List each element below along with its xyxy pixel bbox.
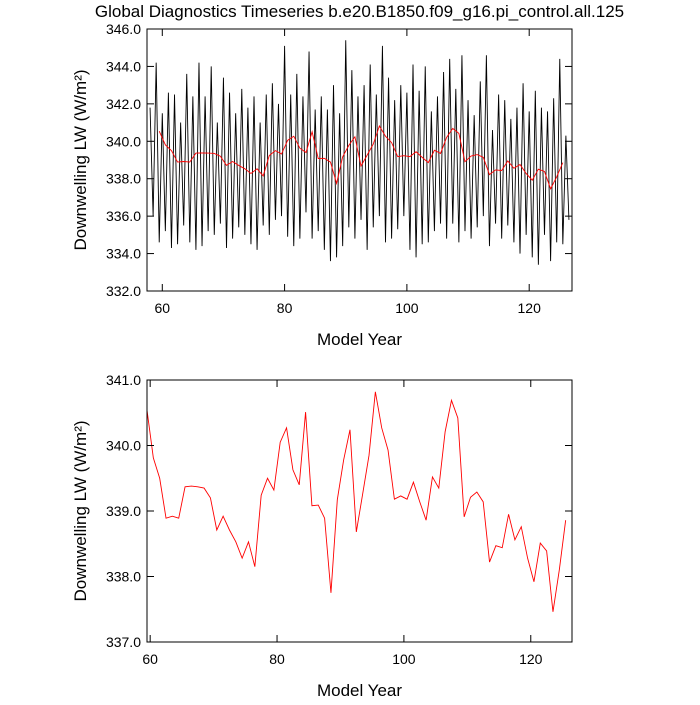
plot-frame xyxy=(146,28,573,292)
y-tick-label: 340.0 xyxy=(106,133,141,149)
y-tick-label: 332.0 xyxy=(106,283,141,299)
x-tick-label: 120 xyxy=(519,651,543,667)
x-tick-label: 80 xyxy=(277,300,293,316)
x-tick-label: 100 xyxy=(392,651,416,667)
data-line xyxy=(149,40,570,265)
x-tick-label: 80 xyxy=(269,651,285,667)
y-tick-label: 336.0 xyxy=(106,208,141,224)
y-tick-label: 337.0 xyxy=(106,634,141,650)
y-axis-label: Downwelling LW (W/m²) xyxy=(71,69,90,250)
x-tick-label: 60 xyxy=(154,300,170,316)
chart-title: Global Diagnostics Timeseries b.e20.B185… xyxy=(95,2,624,21)
x-tick-label: 60 xyxy=(142,651,158,667)
data-line xyxy=(146,391,567,612)
y-tick-label: 341.0 xyxy=(106,372,141,388)
x-tick-label: 100 xyxy=(395,300,419,316)
y-tick-label: 338.0 xyxy=(106,569,141,585)
y-axis-label: Downwelling LW (W/m²) xyxy=(71,420,90,601)
y-tick-label: 339.0 xyxy=(106,503,141,519)
data-line xyxy=(158,124,564,190)
x-axis-label: Model Year xyxy=(317,330,402,349)
y-tick-label: 340.0 xyxy=(106,438,141,454)
x-axis-label: Model Year xyxy=(317,681,402,700)
y-tick-label: 338.0 xyxy=(106,171,141,187)
y-tick-label: 342.0 xyxy=(106,96,141,112)
y-tick-label: 344.0 xyxy=(106,58,141,74)
x-tick-label: 120 xyxy=(518,300,542,316)
y-tick-label: 334.0 xyxy=(106,246,141,262)
y-tick-label: 346.0 xyxy=(106,21,141,37)
